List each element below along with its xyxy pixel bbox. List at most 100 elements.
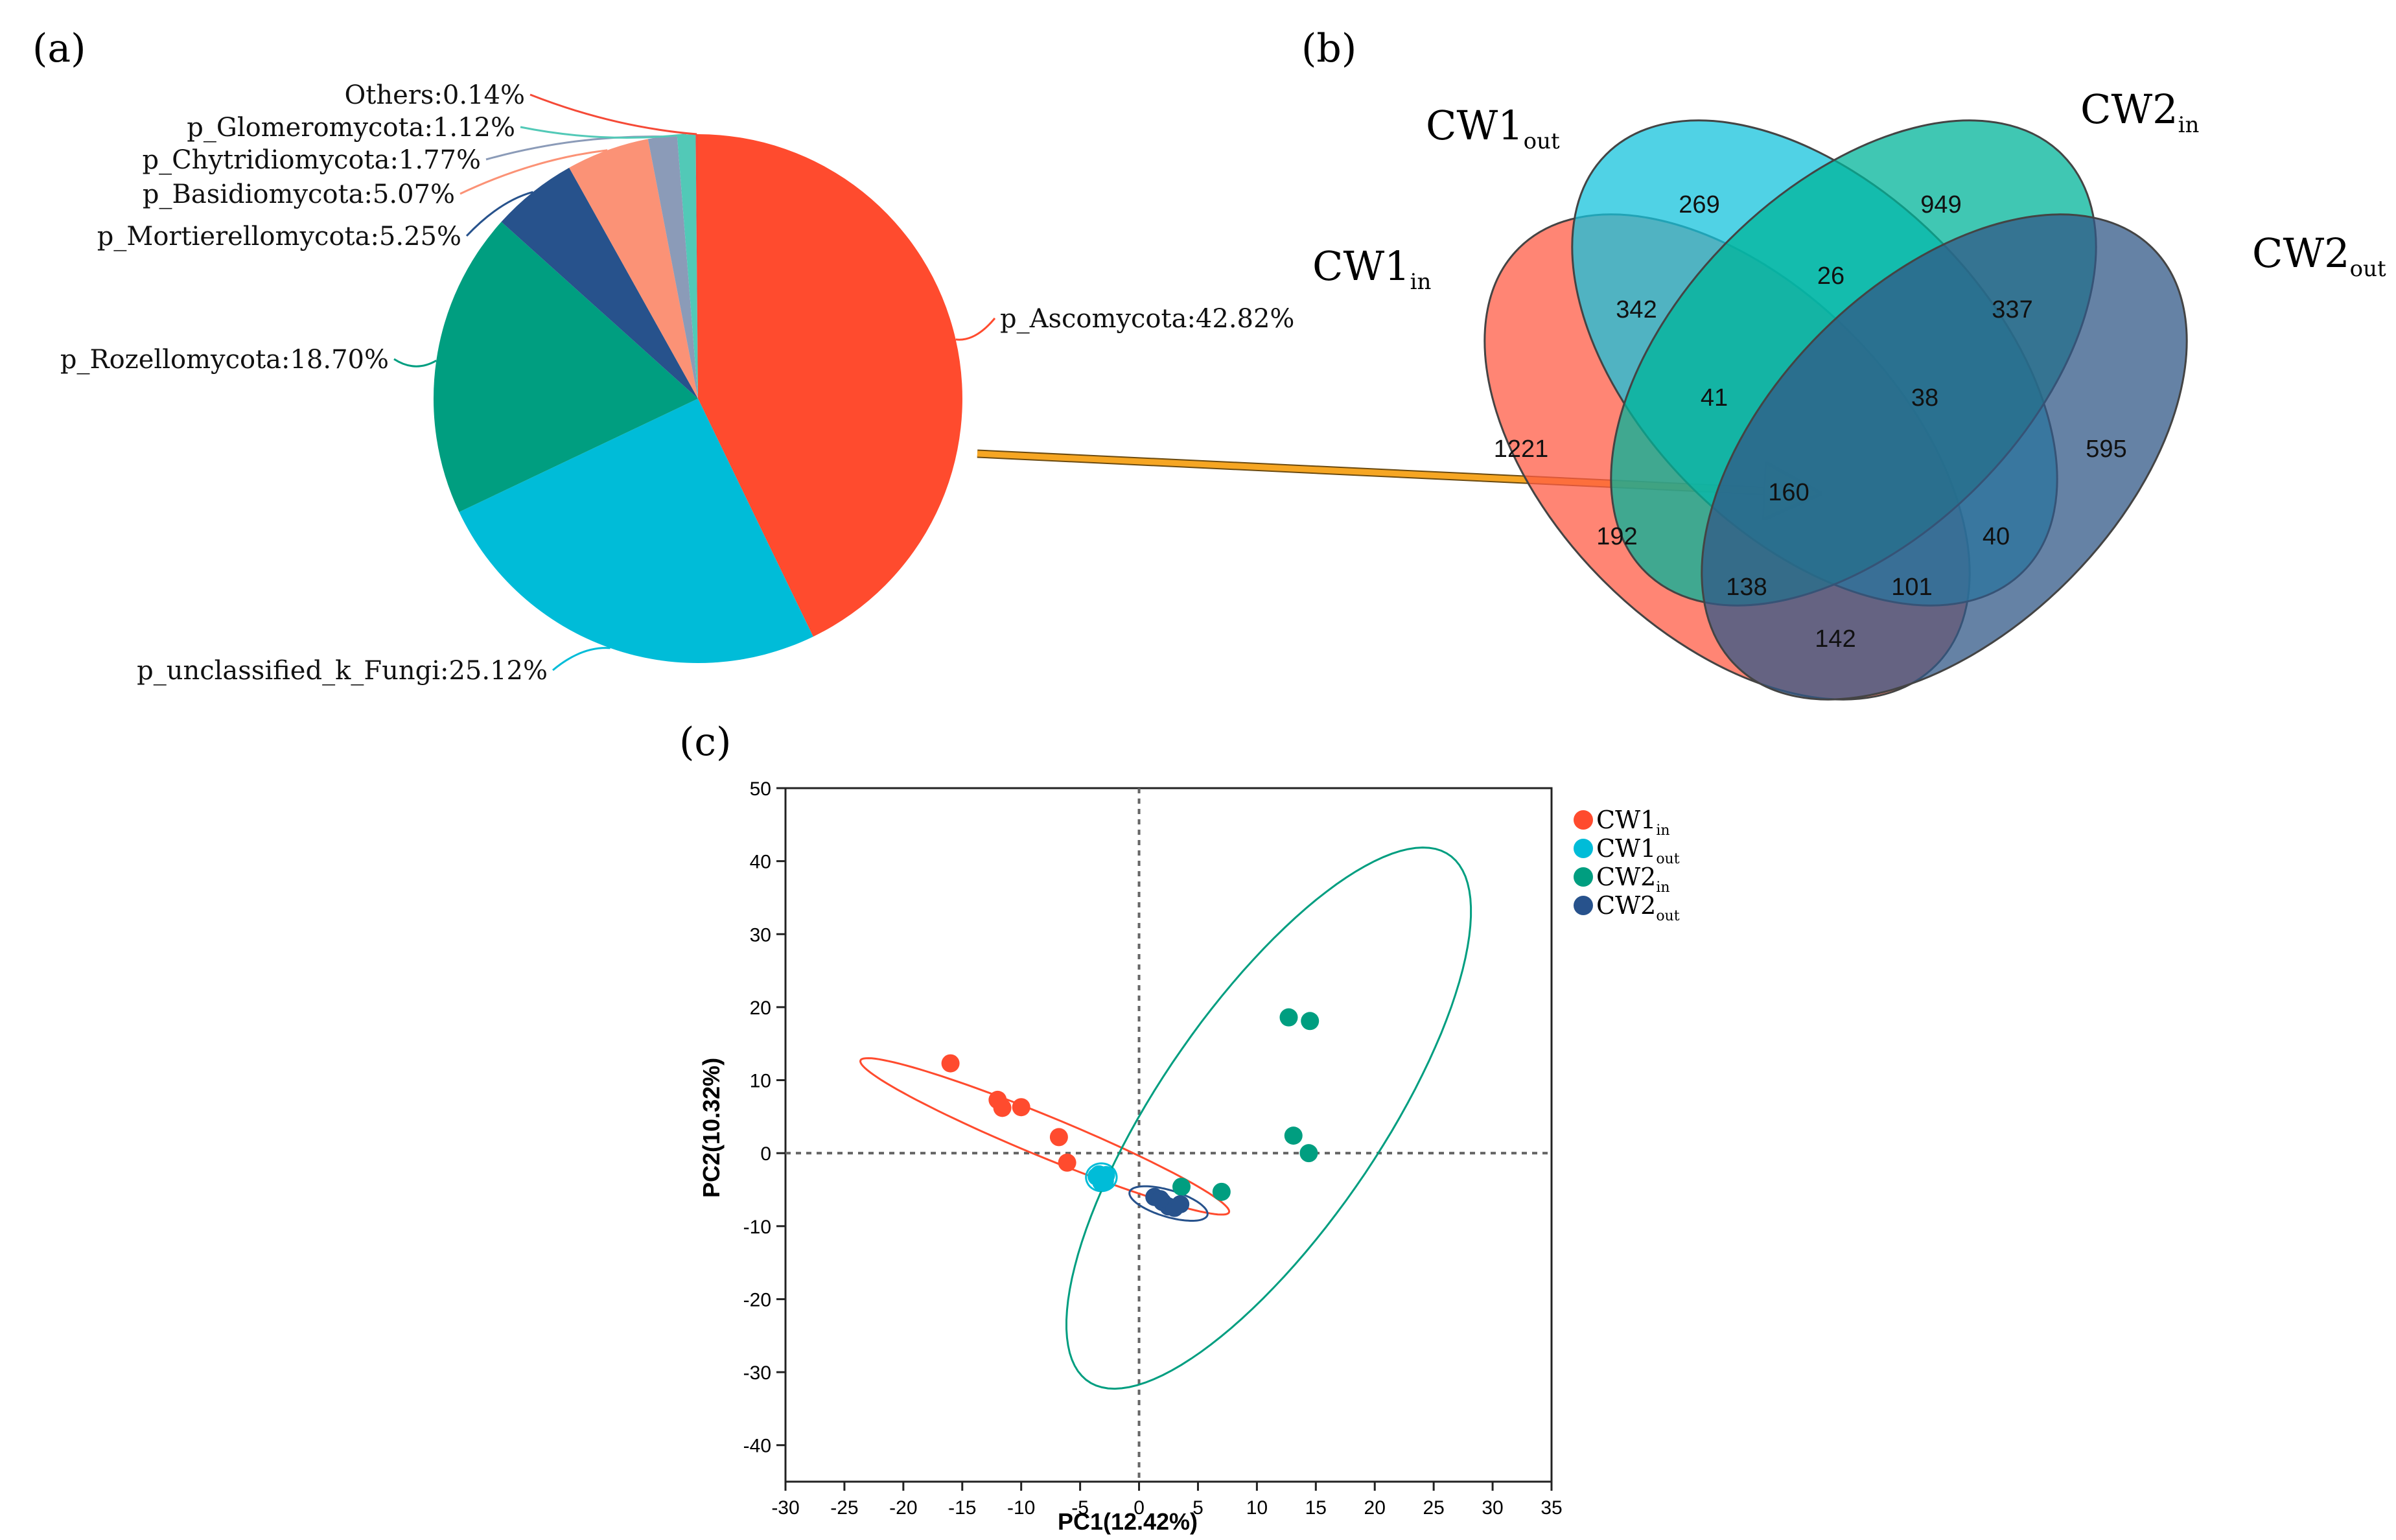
- x-tick-label: -25: [830, 1497, 858, 1519]
- scatter-point: [993, 1099, 1012, 1117]
- x-tick-label: 15: [1305, 1497, 1327, 1519]
- venn-count-cw1in-cw2out: 142: [1815, 625, 1855, 653]
- x-tick-label: 35: [1541, 1497, 1562, 1519]
- pie-slice: [695, 134, 698, 399]
- panel-label-c: (c): [679, 719, 731, 765]
- pie-leader-line: [552, 647, 611, 671]
- pca-axes: -30 -25 -20 -15 -10 -5 0 5 10 15 20 25 30 35 -40 -30 -20…: [743, 778, 1563, 1519]
- legend-label: CW1out: [1596, 834, 1680, 867]
- legend-label: CW1in: [1596, 806, 1670, 839]
- scatter-point: [1012, 1098, 1030, 1117]
- scatter-point: [1284, 1126, 1303, 1145]
- venn-count-cw1in-cw2in: 192: [1596, 523, 1637, 550]
- venn-count-cw1out-cw2out: 40: [1983, 523, 2010, 550]
- scatter-point: [1058, 1153, 1076, 1172]
- scatter-point: [1172, 1177, 1191, 1196]
- venn-count-cw2in-only: 949: [1920, 191, 1961, 218]
- panel-label-a: (a): [32, 26, 86, 71]
- x-tick-label: 25: [1423, 1497, 1444, 1519]
- legend-marker: [1574, 839, 1593, 858]
- venn-diagram: CW1out CW2in CW1in CW2out 269 949 26 342…: [1312, 86, 2386, 701]
- pie-label: p_Mortierellomycota:5.25%: [97, 222, 461, 251]
- pie-slice: [698, 134, 962, 637]
- venn-title-cw1-in: CW1in: [1312, 242, 1431, 295]
- confidence-ellipse: [1085, 1162, 1118, 1193]
- y-tick-label: 10: [750, 1071, 771, 1092]
- venn-count-cw2out-only: 595: [2086, 436, 2126, 463]
- pca-plot: -30 -25 -20 -15 -10 -5 0 5 10 15 20 25 30 35 -40 -30 -20…: [698, 778, 1680, 1535]
- venn-set-cw2-out: [1701, 213, 2188, 701]
- x-tick-label: -10: [1007, 1497, 1035, 1519]
- venn-title-cw2-out: CW2out: [2252, 229, 2386, 282]
- y-tick-label: -30: [743, 1362, 771, 1384]
- y-axis-label: PC2(10.32%): [698, 1058, 725, 1198]
- scatter-point: [1299, 1144, 1318, 1163]
- x-tick-label: 10: [1246, 1497, 1268, 1519]
- pie-slice: [569, 139, 698, 399]
- legend-marker: [1574, 896, 1593, 915]
- venn-count-cw1out-cw2in: 26: [1817, 262, 1844, 290]
- y-tick-label: -20: [743, 1289, 771, 1311]
- y-tick-label: 40: [750, 852, 771, 873]
- x-tick-label: -5: [1071, 1497, 1089, 1519]
- scatter-point: [1171, 1195, 1190, 1213]
- pie-leader-line: [465, 191, 533, 237]
- pie-leader-line: [955, 318, 996, 341]
- venn-count-cw1out-cw2in-cw2out: 38: [1911, 384, 1938, 412]
- scatter-point: [1151, 1190, 1170, 1209]
- y-tick-label: -40: [743, 1436, 771, 1457]
- legend-label: CW2in: [1596, 863, 1670, 896]
- pca-ellipses: [859, 846, 1472, 1390]
- y-tick-label: 0: [760, 1143, 771, 1165]
- venn-count-cw2in-cw2out: 337: [1992, 296, 2032, 323]
- x-tick-label: 20: [1364, 1497, 1386, 1519]
- y-tick-label: -10: [743, 1217, 771, 1238]
- venn-count-cw1in-cw2in-cw2out: 138: [1726, 574, 1767, 601]
- pie-label: Others:0.14%: [345, 80, 526, 110]
- pie-slice: [433, 222, 698, 512]
- scatter-point: [1049, 1128, 1068, 1147]
- pie-chart: p_Ascomycota:42.82% p_unclassified_k_Fung…: [60, 80, 1295, 686]
- legend-marker: [1574, 810, 1593, 830]
- scatter-point: [1212, 1182, 1231, 1201]
- legend-marker: [1574, 867, 1593, 887]
- venn-count-cw1out-only: 269: [1679, 191, 1719, 218]
- scatter-point: [1301, 1012, 1320, 1031]
- pie-label: p_Basidiomycota:5.07%: [143, 180, 455, 209]
- y-tick-label: 30: [750, 924, 771, 946]
- pie-label: p_Rozellomycota:18.70%: [60, 345, 389, 375]
- venn-count-all-four: 160: [1768, 479, 1809, 506]
- venn-count-cw1in-cw1out: 342: [1616, 296, 1657, 323]
- x-tick-label: -30: [771, 1497, 799, 1519]
- venn-count-cw1in-cw1out-cw2in: 41: [1701, 384, 1728, 412]
- venn-title-cw2-in: CW2in: [2080, 86, 2199, 138]
- panel-label-b: (b): [1301, 26, 1356, 71]
- pie-label: p_Glomeromycota:1.12%: [187, 113, 515, 143]
- venn-count-cw1in-only: 1221: [1494, 436, 1549, 463]
- confidence-ellipse: [1065, 846, 1472, 1390]
- pie-leader-line: [459, 149, 608, 195]
- venn-count-cw1in-cw1out-cw2out: 101: [1891, 574, 1932, 601]
- venn-title-cw1-out: CW1out: [1426, 102, 1560, 154]
- pie-label: p_unclassified_k_Fungi:25.12%: [137, 656, 548, 686]
- scatter-point: [1092, 1173, 1111, 1192]
- y-tick-label: 20: [750, 998, 771, 1019]
- x-tick-label: -20: [889, 1497, 917, 1519]
- pca-points: [941, 1008, 1320, 1217]
- pie-leader-line: [520, 126, 687, 139]
- confidence-ellipse: [1128, 1185, 1209, 1222]
- x-axis-label: PC1(12.42%): [1058, 1508, 1198, 1535]
- scatter-point: [1279, 1008, 1298, 1027]
- pie-slice: [647, 135, 698, 399]
- pie-leader-line: [529, 93, 697, 135]
- y-tick-label: 50: [750, 778, 771, 800]
- x-tick-label: 30: [1482, 1497, 1503, 1519]
- confidence-ellipse: [859, 1057, 1231, 1216]
- x-tick-label: -15: [948, 1497, 976, 1519]
- pie-leader-line: [393, 358, 437, 368]
- scatter-point: [941, 1054, 960, 1073]
- pie-label: p_Ascomycota:42.82%: [1000, 304, 1294, 334]
- pie-slice: [459, 399, 813, 663]
